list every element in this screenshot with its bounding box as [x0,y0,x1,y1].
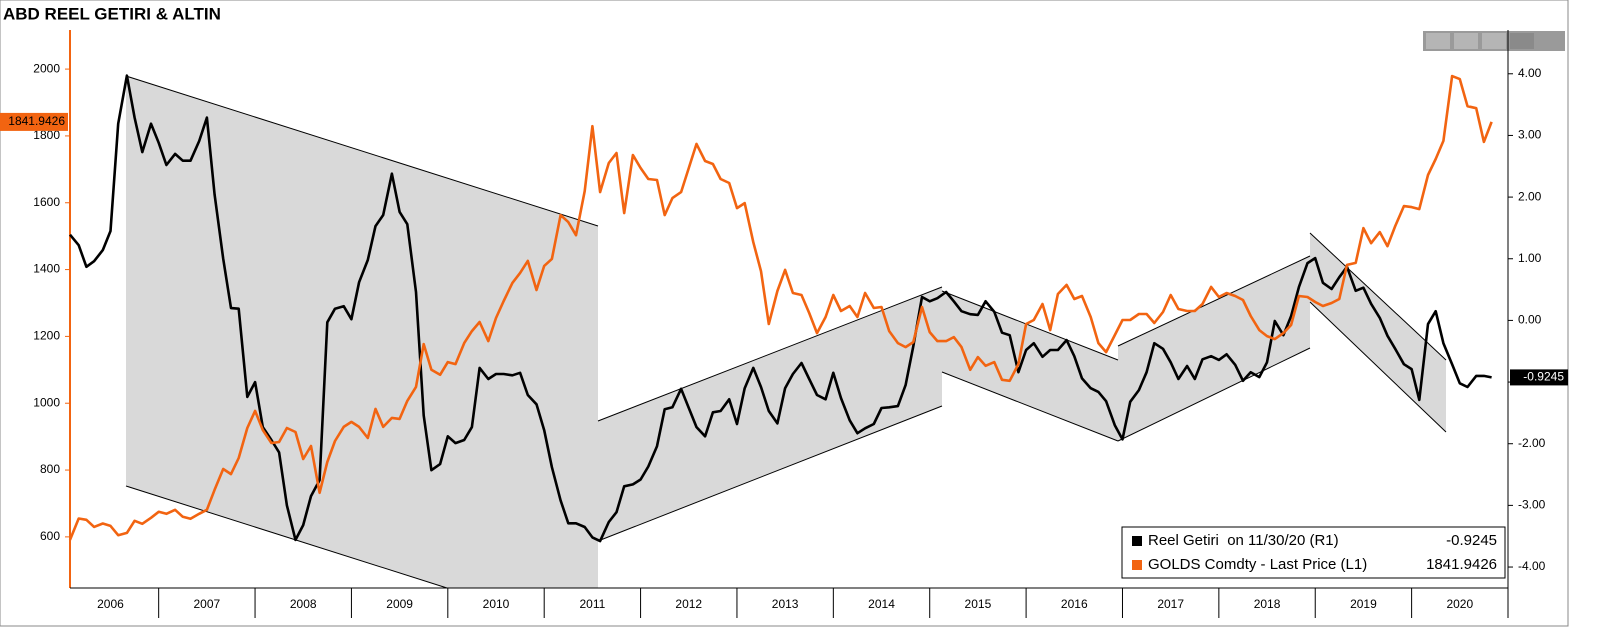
tool-button[interactable] [1510,33,1534,49]
channel-line [1117,255,1311,347]
y-tick-label: 800 [40,462,60,476]
x-tick-label: 2007 [194,597,221,611]
x-tick-label: 2019 [1350,597,1377,611]
channel [942,291,1118,441]
channel-line [597,405,943,542]
y2-tick-label: -2.00 [1518,436,1546,450]
channel-line [125,75,599,227]
legend-swatch [1132,536,1142,546]
y-tick-label: 1000 [33,395,60,409]
x-tick-label: 2009 [386,597,413,611]
channel [1118,256,1310,441]
channel [126,76,598,588]
chart-title: ABD REEL GETIRI & ALTIN [3,4,221,23]
x-tick-label: 2015 [965,597,992,611]
series-line [68,74,1493,541]
y2-tick-label: 4.00 [1518,66,1542,80]
channel-line [941,371,1119,442]
toolbar[interactable] [1423,31,1565,51]
tool-button[interactable] [1454,33,1478,49]
y2-tick-label: 1.00 [1518,251,1542,265]
channel-line [1309,301,1447,433]
y2-tick-label: -4.00 [1518,559,1546,573]
y2-tick-label: 3.00 [1518,128,1542,142]
x-tick-label: 2013 [772,597,799,611]
last-value-label: 1841.9426 [8,114,65,128]
last-value-label: -0.9245 [1523,370,1564,384]
channel-line [941,290,1119,361]
tool-button[interactable] [1482,33,1506,49]
x-tick-label: 2016 [1061,597,1088,611]
channel-line [597,286,943,422]
y2-tick-label: 0.00 [1518,313,1542,327]
legend-label: Reel Getiri on 11/30/20 (R1) [1148,532,1339,549]
tool-button[interactable] [1426,33,1450,49]
legend-box [1121,526,1506,579]
x-tick-label: 2011 [579,597,605,611]
legend-label: GOLDS Comdty - Last Price (L1) [1148,556,1367,573]
last-value-tag [1510,369,1568,386]
y2-tick-label: 2.00 [1518,189,1542,203]
y-tick-label: 600 [40,529,60,543]
series-line [68,74,1492,543]
y2-tick-label: -3.00 [1518,498,1546,512]
channel-line [125,485,448,589]
x-tick-label: 2014 [868,597,895,611]
x-tick-label: 2020 [1446,597,1473,611]
channel-line [1117,347,1311,442]
legend-swatch [1132,560,1142,570]
x-tick-label: 2010 [483,597,510,611]
x-tick-label: 2012 [675,597,702,611]
y-tick-label: 2000 [33,61,60,75]
y-tick-label: 1200 [33,329,60,343]
y-tick-label: 1400 [33,262,60,276]
channels [125,75,1447,589]
x-tick-label: 2017 [1157,597,1184,611]
channel-line [1309,232,1447,361]
x-tick-label: 2008 [290,597,317,611]
legend-value: -0.9245 [1446,532,1497,549]
legend-value: 1841.9426 [1426,556,1497,573]
y-tick-label: 1600 [33,195,60,209]
last-value-tag [0,112,68,131]
y-tick-label: 1800 [33,128,60,142]
x-tick-label: 2006 [97,597,124,611]
x-tick-label: 2018 [1254,597,1281,611]
